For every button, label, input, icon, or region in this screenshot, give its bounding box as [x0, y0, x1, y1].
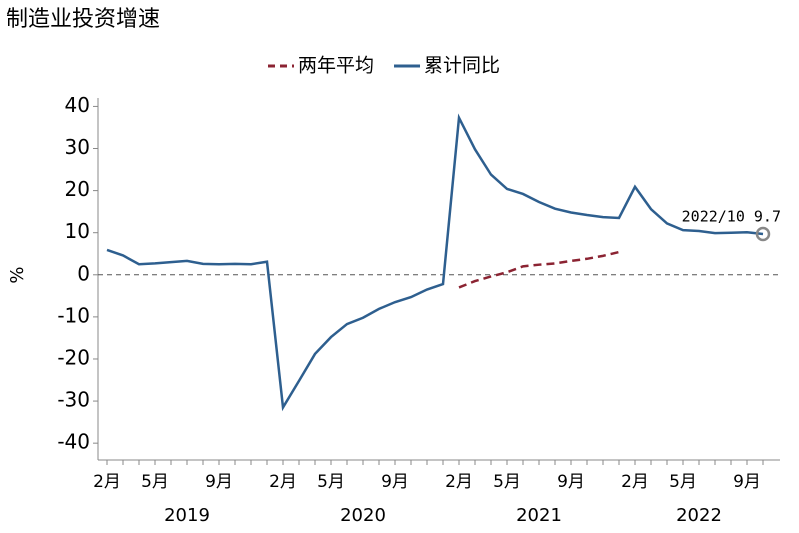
x-tick-label: 9月	[557, 472, 585, 492]
chart-title: 制造业投资增速	[6, 7, 160, 32]
x-tick-label: 2月	[445, 472, 473, 492]
x-tick-label: 2月	[621, 472, 649, 492]
x-tick-label: 9月	[381, 472, 409, 492]
legend-label: 两年平均	[298, 55, 374, 77]
y-tick-label: -20	[57, 345, 90, 369]
highlight-point	[755, 226, 771, 242]
x-tick-label: 2月	[93, 472, 121, 492]
y-tick-label: -30	[57, 388, 90, 412]
x-tick-label: 5月	[493, 472, 521, 492]
y-tick-label: -40	[57, 430, 90, 454]
y-tick-label: 30	[65, 135, 90, 159]
legend-label: 累计同比	[424, 55, 500, 77]
x-tick-label: 9月	[733, 472, 761, 492]
series-line	[458, 250, 620, 289]
y-tick-label: 20	[65, 177, 90, 201]
x-tick-label: 5月	[317, 472, 345, 492]
x-tick-label: 5月	[669, 472, 697, 492]
x-tick-label: 2月	[269, 472, 297, 492]
y-tick-label: 40	[65, 93, 90, 117]
series-line	[106, 113, 764, 412]
y-tick-label: -10	[57, 303, 90, 327]
y-tick-label: 10	[65, 219, 90, 243]
x-group-label: 2020	[340, 505, 386, 526]
x-tick-label: 5月	[141, 472, 169, 492]
annotation: 2022/10 9.7	[682, 207, 781, 225]
y-tick-label: 0	[77, 261, 90, 285]
x-group-label: 2022	[676, 505, 722, 526]
x-group-label: 2019	[164, 505, 210, 526]
x-group-label: 2021	[516, 505, 562, 526]
x-tick-label: 9月	[205, 472, 233, 492]
y-axis-label: %	[7, 266, 28, 283]
